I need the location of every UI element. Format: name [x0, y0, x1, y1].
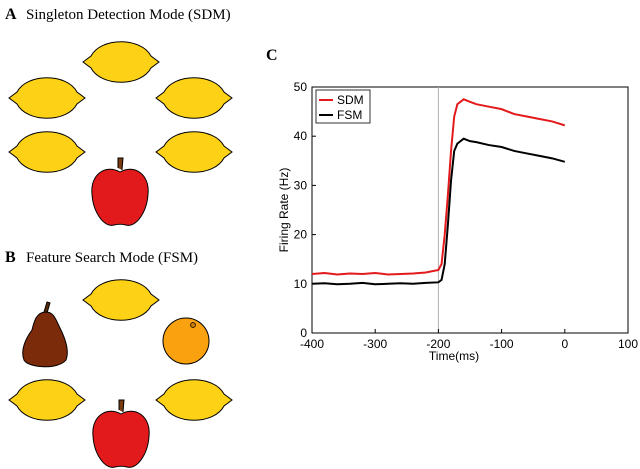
orange [162, 317, 210, 365]
panel-title: Feature Search Mode (FSM) [26, 250, 198, 266]
x-tick-label: -400 [300, 337, 324, 351]
series-line [311, 98, 566, 276]
legend-box [315, 89, 371, 124]
x-tick-label: 100 [618, 337, 638, 351]
chart: -400 -300 -200 -100 0 100 0 10 20 30 40 50 Time(ms) F… [277, 80, 638, 363]
lemon [155, 379, 233, 421]
panel-label: A [5, 6, 17, 23]
lemon [8, 77, 86, 119]
y-tick-label: 30 [294, 178, 308, 192]
y-axis-label: Firing Rate (Hz) [277, 168, 291, 253]
apple [91, 157, 149, 226]
legend-label: SDM [337, 93, 364, 107]
panel-title: Singleton Detection Mode (SDM) [26, 7, 231, 23]
panel-a: A Singleton Detection Mode (SDM) [5, 6, 233, 226]
x-tick-label: -100 [490, 337, 514, 351]
pear [22, 301, 68, 368]
x-tick-label: 0 [561, 337, 568, 351]
lemon [82, 41, 160, 83]
y-tick-label: 10 [294, 277, 308, 291]
apple [92, 399, 150, 468]
series-line [311, 137, 566, 286]
lemon [155, 131, 233, 173]
lemon [82, 279, 160, 321]
y-tick-label: 0 [300, 326, 307, 340]
lemon [155, 77, 233, 119]
lemon [8, 131, 86, 173]
panel-label: C [266, 47, 278, 64]
y-tick-label: 50 [294, 80, 308, 94]
x-axis-label: Time(ms) [429, 349, 479, 363]
legend-label: FSM [337, 108, 362, 122]
panel-label: B [5, 249, 16, 266]
panel-b: B Feature Search Mode (FSM) [5, 249, 233, 468]
lemon [8, 379, 86, 421]
x-tick-label: -200 [426, 337, 450, 351]
y-tick-label: 20 [294, 228, 308, 242]
plot-frame [311, 86, 629, 334]
x-tick-label: -300 [363, 337, 387, 351]
y-tick-label: 40 [294, 129, 308, 143]
